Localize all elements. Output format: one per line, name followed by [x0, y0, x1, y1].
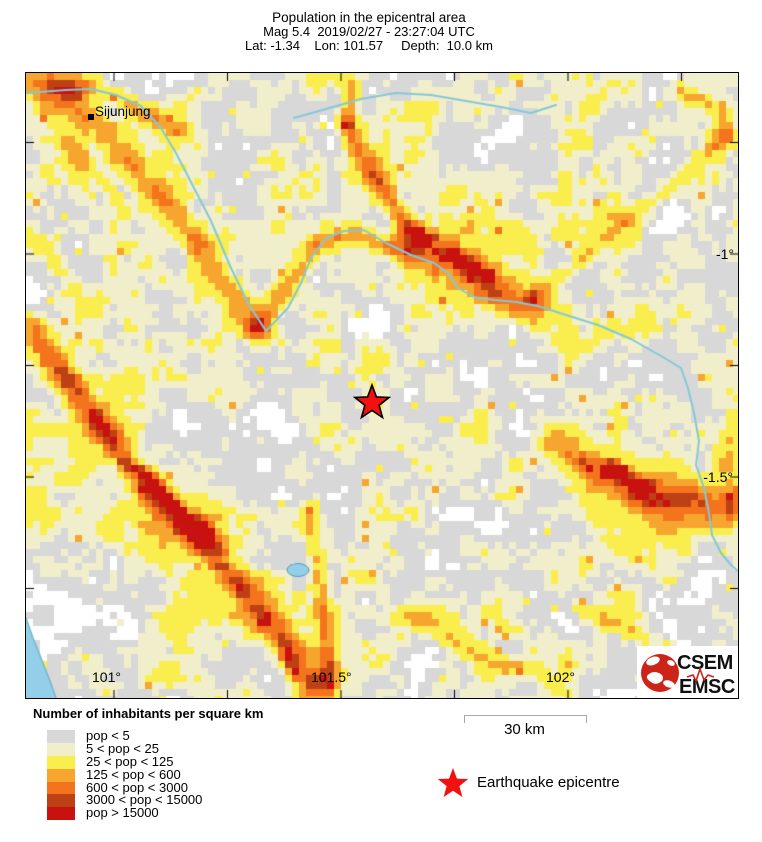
- legend-row: 600 < pop < 3000: [47, 779, 263, 795]
- logo-seismogram-icon: [686, 666, 715, 684]
- header: Population in the epicentral area Mag 5.…: [0, 11, 738, 53]
- legend-class-label: 5 < pop < 25: [86, 740, 160, 756]
- legend-row: 3000 < pop < 15000: [47, 792, 263, 808]
- city-label: Sijunjung: [95, 104, 151, 119]
- legend-row: 25 < pop < 125: [47, 753, 263, 769]
- legend-color-swatch: [47, 794, 75, 808]
- legend-class-label: 125 < pop < 600: [86, 766, 181, 782]
- legend-row: 5 < pop < 25: [47, 740, 263, 756]
- legend-color-swatch: [47, 755, 75, 769]
- legend-row: pop < 5: [47, 728, 263, 743]
- legend-color-swatch: [47, 807, 75, 821]
- lon-tick-label: 101.5°: [311, 669, 352, 685]
- scale-bar-label: 30 km: [504, 721, 545, 738]
- legend-title: Number of inhabitants per square km: [33, 706, 264, 721]
- city-marker: [88, 114, 94, 120]
- scale-bar: [464, 715, 587, 723]
- csem-emsc-logo: CSEM EMSC: [637, 646, 738, 698]
- epicentre-legend-star-icon: [437, 768, 469, 797]
- map: Sijunjung 101° 101.5° 102° -1° -1.5° CSE…: [25, 72, 739, 699]
- legend-color-swatch: [47, 781, 75, 795]
- legend-color-swatch: [47, 730, 75, 743]
- population-legend: Number of inhabitants per square km pop …: [33, 706, 264, 821]
- event-magnitude-time: Mag 5.4 2019/02/27 - 23:27:04 UTC: [263, 24, 475, 39]
- legend-class-label: pop < 5: [86, 728, 130, 743]
- logo-text-csem: CSEM: [677, 652, 733, 674]
- legend-row: pop > 15000: [47, 805, 263, 821]
- population-raster: [26, 73, 738, 698]
- legend-class-label: pop > 15000: [86, 805, 159, 821]
- legend-class-label: 3000 < pop < 15000: [86, 792, 203, 808]
- lat-tick-label: -1.5°: [703, 469, 733, 485]
- legend-color-swatch: [47, 742, 75, 756]
- legend-row: 125 < pop < 600: [47, 766, 263, 782]
- event-coordinates-depth: Lat: -1.34 Lon: 101.57 Depth: 10.0 km: [245, 38, 493, 53]
- epicentre-legend-label: Earthquake epicentre: [477, 774, 620, 791]
- lon-tick-label: 102°: [546, 669, 575, 685]
- epicentre-star-icon: [352, 383, 392, 420]
- lat-tick-label: -1°: [715, 246, 734, 262]
- logo-text-emsc: EMSC: [679, 676, 735, 698]
- page-title: Population in the epicentral area: [272, 10, 466, 25]
- legend-color-swatch: [47, 768, 75, 782]
- legend-class-label: 600 < pop < 3000: [86, 779, 188, 795]
- legend-class-label: 25 < pop < 125: [86, 753, 174, 769]
- lon-tick-label: 101°: [92, 669, 121, 685]
